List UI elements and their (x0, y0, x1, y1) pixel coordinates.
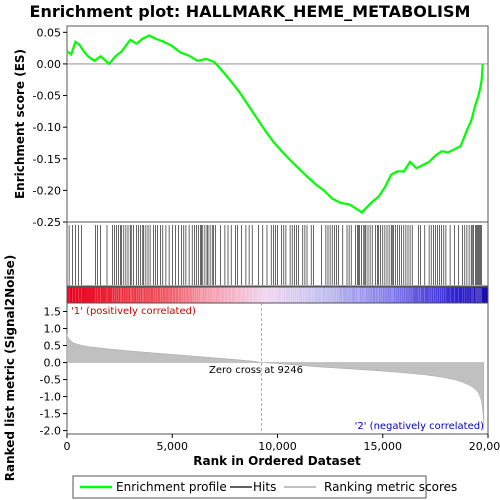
es-y-tick-label: 0.00 (37, 58, 62, 71)
positive-correlation-label: '1' (positively correlated) (71, 306, 196, 317)
x-tick-label: 15,000 (364, 440, 403, 453)
es-plot-frame (66, 25, 489, 223)
legend: Enrichment profile Hits Ranking metric s… (72, 475, 457, 499)
es-panel: 0.05 0.00 -0.05 -0.10 -0.15 -0.20 -0.25 Enrich… (13, 25, 489, 229)
es-y-tick-label: -0.20 (33, 184, 61, 197)
x-tick-label: 10,000 (258, 440, 297, 453)
es-y-tick-label: -0.05 (33, 90, 61, 103)
hit-marks (68, 225, 483, 285)
legend-hits-label: Hits (253, 480, 276, 494)
metric-y-tick-label: -1.0 (40, 391, 61, 404)
x-tick-label: 5,000 (157, 440, 189, 453)
es-y-axis: 0.05 0.00 -0.05 -0.10 -0.15 -0.20 -0.25 (33, 26, 67, 229)
legend-enrichment-label: Enrichment profile (116, 480, 227, 494)
es-y-tick-label: 0.05 (37, 26, 62, 39)
rank-color-bar (66, 286, 489, 304)
zero-cross-label: Zero cross at 9246 (209, 365, 303, 376)
metric-y-tick-label: 1.5 (44, 306, 62, 319)
legend-metric-label: Ranking metric scores (324, 480, 457, 494)
es-y-tick-label: -0.25 (33, 216, 61, 229)
x-axis-label: Rank in Ordered Dataset (193, 454, 361, 468)
metric-y-tick-label: -2.0 (40, 425, 61, 438)
metric-y-tick-label: 0.5 (44, 340, 62, 353)
es-y-tick-label: -0.10 (33, 121, 61, 134)
metric-panel: 1.5 1.0 0.5 0.0 -0.5 -1.0 -1.5 -2.0 '1' (positi… (3, 255, 489, 482)
enrichment-profile-line (66, 34, 484, 214)
x-tick-label: 0 (64, 440, 71, 453)
metric-y-axis-label: Ranked list metric (Signal2Noise) (3, 255, 17, 482)
es-y-tick-label: -0.15 (33, 153, 61, 166)
metric-y-tick-label: 1.0 (44, 323, 62, 336)
metric-y-tick-label: 0.0 (44, 357, 62, 370)
x-axis: 0 5,000 10,000 15,000 20,000 (64, 434, 500, 453)
hits-panel (66, 221, 489, 287)
negative-correlation-label: '2' (negatively correlated) (355, 421, 484, 432)
gradient-hit-ticks (68, 288, 482, 302)
es-y-axis-label: Enrichment score (ES) (13, 49, 27, 199)
metric-y-tick-label: -0.5 (40, 374, 61, 387)
x-tick-label: 20,000 (469, 440, 500, 453)
metric-y-axis: 1.5 1.0 0.5 0.0 -0.5 -1.0 -1.5 -2.0 (40, 306, 67, 438)
metric-y-tick-label: -1.5 (40, 408, 61, 421)
ranking-metric-area (66, 333, 485, 431)
chart-title: Enrichment plot: HALLMARK_HEME_METABOLIS… (30, 2, 471, 21)
